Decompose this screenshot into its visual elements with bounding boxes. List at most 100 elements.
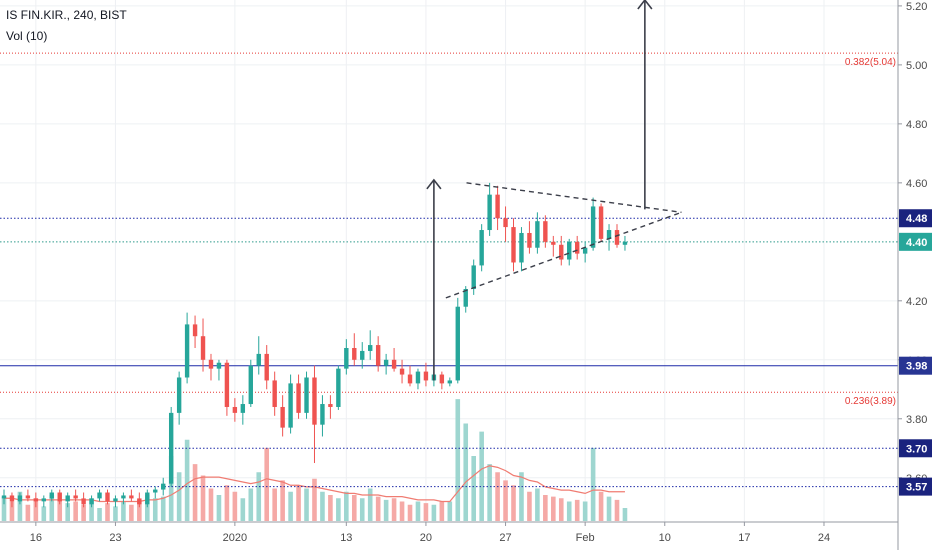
volume-bar xyxy=(574,499,580,521)
candle-body xyxy=(280,406,285,428)
x-tick-label: 17 xyxy=(738,532,750,544)
triangle-lower-line xyxy=(445,211,682,299)
candle-body xyxy=(352,348,357,360)
price-tag-label: 3.57 xyxy=(906,482,927,494)
candle-body xyxy=(272,380,277,407)
volume-bar xyxy=(57,499,63,521)
volume-bar xyxy=(288,491,293,521)
candle-body xyxy=(97,492,102,499)
volume-bar xyxy=(248,488,254,521)
candle-body xyxy=(1,495,7,499)
candle-body xyxy=(129,495,134,499)
volume-bar xyxy=(590,447,596,521)
candle-body xyxy=(519,232,524,263)
volume-bar xyxy=(558,498,564,521)
candle-body xyxy=(328,404,333,407)
volume-bar xyxy=(17,491,23,521)
volume-bar xyxy=(503,480,508,521)
candle-body xyxy=(49,492,54,499)
y-tick-label: 5.20 xyxy=(906,1,927,13)
volume-bar xyxy=(272,488,277,521)
volume-bar xyxy=(280,480,285,521)
y-tick-label: 4.80 xyxy=(906,119,927,131)
candle-body xyxy=(622,241,628,245)
candle-body xyxy=(81,498,86,505)
volume-bar xyxy=(566,501,572,521)
volume-bar xyxy=(49,495,55,521)
candle-body xyxy=(344,348,349,369)
candle-body xyxy=(168,412,174,484)
candle-body xyxy=(590,206,596,248)
candle-body xyxy=(320,404,325,425)
volume-bar xyxy=(328,495,333,521)
volume-bar xyxy=(614,499,620,521)
price-tag-3.70 xyxy=(899,439,932,458)
candle-body xyxy=(447,380,453,384)
candle-body xyxy=(248,365,253,405)
candle-body xyxy=(368,345,373,351)
y-tick-label: 3.80 xyxy=(906,414,927,426)
candle-body xyxy=(407,374,413,384)
x-tick-label: 2020 xyxy=(223,532,247,544)
x-tick-label: Feb xyxy=(576,532,595,544)
candle-body xyxy=(439,374,445,384)
candle-body xyxy=(105,492,110,502)
volume-bar xyxy=(160,496,166,521)
candle-body xyxy=(527,232,532,248)
candle-body xyxy=(89,498,94,505)
candle-body xyxy=(471,265,476,290)
volume-bar xyxy=(192,464,198,521)
x-tick-label: 27 xyxy=(499,532,511,544)
horizontal-lines: 0.382(5.04) 0.236(3.89) xyxy=(0,52,898,488)
volume-bar xyxy=(200,475,206,521)
volume-bar xyxy=(543,495,548,521)
volume-bar xyxy=(105,503,110,521)
candle-body xyxy=(383,359,389,366)
candle-body xyxy=(360,350,365,360)
candle-body xyxy=(145,492,150,505)
candles xyxy=(1,182,628,508)
volume-bar xyxy=(527,491,532,521)
candle-body xyxy=(543,221,548,242)
volume-bar xyxy=(320,491,325,521)
volume-bar xyxy=(582,501,588,521)
volume-bar xyxy=(351,495,357,521)
volume-bar xyxy=(471,456,476,521)
price-tag-label: 4.40 xyxy=(906,237,927,249)
price-tag-4.48 xyxy=(899,209,932,228)
candle-body xyxy=(391,359,397,369)
candle-body xyxy=(479,230,484,266)
volume-bar xyxy=(495,472,500,521)
volume-bar xyxy=(216,495,222,521)
x-tick-label: 20 xyxy=(420,532,432,544)
volume-bar xyxy=(33,498,39,521)
target-arrow-head xyxy=(426,178,442,190)
candle-body xyxy=(208,359,214,369)
volume-bar xyxy=(113,506,118,521)
volume-bar xyxy=(415,501,421,521)
volume-bar xyxy=(1,496,7,521)
candle-body xyxy=(296,383,301,413)
candle-body xyxy=(336,368,341,407)
volume-bar xyxy=(73,501,78,521)
candle-body xyxy=(535,221,540,248)
x-tick-label: 13 xyxy=(340,532,352,544)
volume-bar xyxy=(447,501,453,521)
grid xyxy=(0,0,898,522)
volume-bar xyxy=(176,472,182,521)
price-tag-label: 3.98 xyxy=(906,361,927,373)
volume-bar xyxy=(129,504,134,521)
volume-bar xyxy=(256,472,262,521)
volume-bar xyxy=(65,503,70,521)
candle-body xyxy=(264,353,269,381)
volume-bar xyxy=(137,499,142,521)
volume-bar xyxy=(399,501,405,521)
y-tick-label: 4.20 xyxy=(906,296,927,308)
x-tick-label: 16 xyxy=(30,532,42,544)
volume-bar xyxy=(81,504,86,521)
volume-bar xyxy=(89,498,94,521)
candle-body xyxy=(304,377,309,413)
